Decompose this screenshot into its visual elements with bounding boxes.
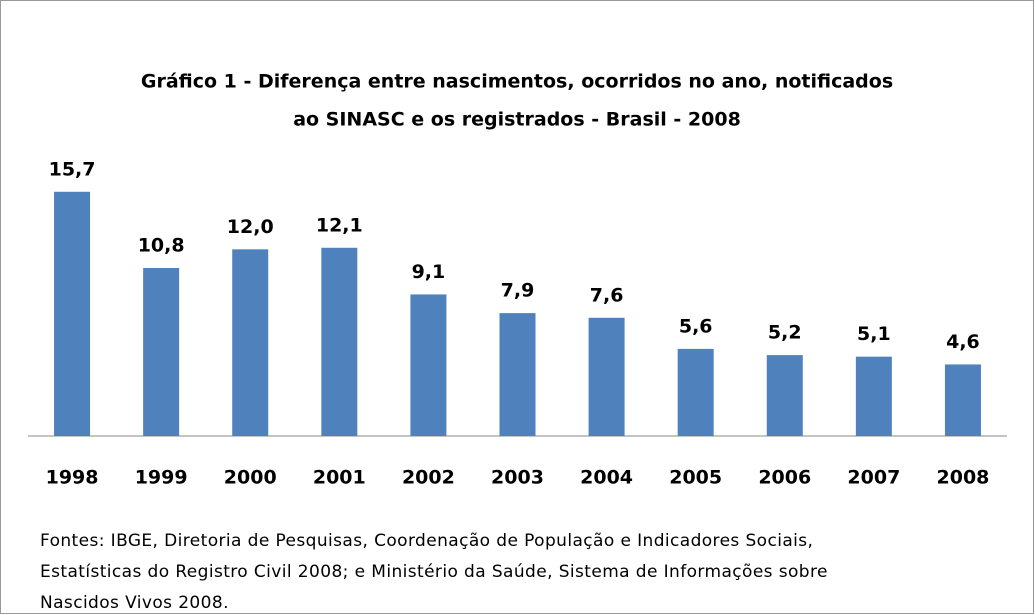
bar [677, 348, 714, 436]
chart-title: ao SINASC e os registrados - Brasil - 20… [293, 109, 741, 131]
bar [499, 313, 536, 436]
bar [588, 317, 625, 436]
bar [944, 364, 981, 436]
data-label: 7,6 [590, 284, 624, 306]
bar [321, 247, 358, 436]
chart-title: Gráfico 1 - Diferença entre nascimentos,… [141, 71, 893, 93]
data-label: 10,8 [138, 235, 185, 257]
x-tick-label: 2006 [758, 467, 811, 489]
data-label: 12,1 [316, 214, 363, 236]
data-label: 5,2 [768, 322, 802, 344]
bar [410, 294, 447, 436]
x-tick-label: 2003 [491, 467, 544, 489]
x-tick-label: 2002 [402, 467, 455, 489]
source-note: Nascidos Vivos 2008. [40, 593, 229, 613]
source-note: Fontes: IBGE, Diretoria de Pesquisas, Co… [40, 531, 813, 551]
data-label: 15,7 [49, 158, 96, 180]
bar [855, 356, 892, 436]
x-tick-label: 1999 [135, 467, 188, 489]
data-label: 5,6 [679, 315, 713, 337]
data-label: 12,0 [227, 216, 274, 238]
bar [54, 191, 91, 436]
data-label: 7,9 [501, 280, 535, 302]
source-note: Estatísticas do Registro Civil 2008; e M… [40, 562, 828, 582]
bar [143, 268, 180, 436]
data-label: 4,6 [946, 331, 980, 353]
x-tick-label: 2004 [580, 467, 633, 489]
x-tick-label: 2008 [937, 467, 990, 489]
x-tick-label: 2001 [313, 467, 366, 489]
x-tick-label: 2000 [224, 467, 277, 489]
data-label: 9,1 [412, 261, 446, 283]
x-tick-label: 2005 [669, 467, 722, 489]
data-label: 5,1 [857, 323, 891, 345]
bar [766, 355, 803, 436]
bar [232, 249, 269, 436]
x-tick-label: 2007 [847, 467, 900, 489]
x-tick-label: 1998 [46, 467, 99, 489]
